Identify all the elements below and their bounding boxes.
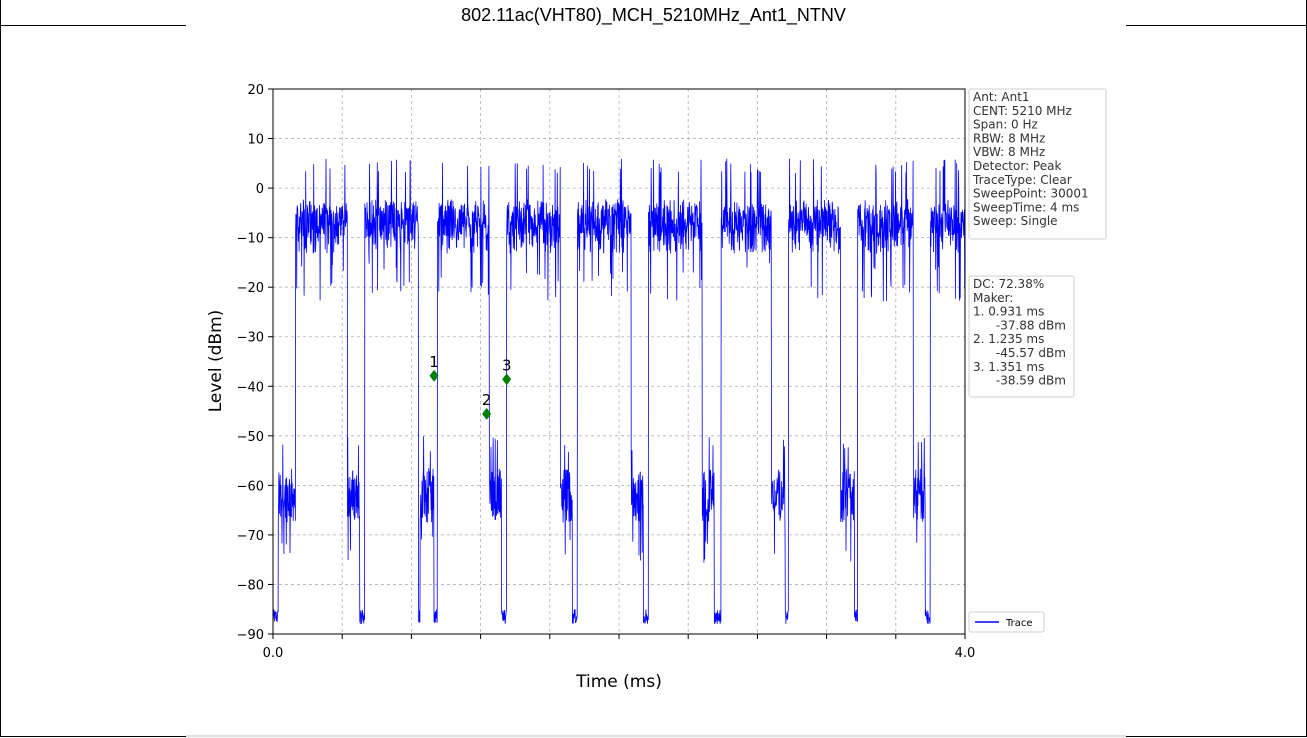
marker-2-diamond xyxy=(482,407,492,420)
y-tick-label: 20 xyxy=(247,83,264,98)
y-axis-label: Level (dBm) xyxy=(206,310,226,413)
y-tick-label: −50 xyxy=(237,430,264,445)
y-tick-label: 10 xyxy=(247,133,264,148)
y-tick-label: −30 xyxy=(237,331,264,346)
marker-box-line: 2. 1.235 ms xyxy=(973,332,1044,346)
marker-3-diamond xyxy=(502,373,512,386)
marker-box-line: Maker: xyxy=(973,291,1013,305)
grid xyxy=(273,89,965,634)
marker-box-line: -37.88 dBm xyxy=(973,318,1066,332)
info-line: CENT: 5210 MHz xyxy=(973,104,1072,118)
y-tick-label: −90 xyxy=(237,628,264,643)
axis-ticks: 20 10 0 −10 −20 −30 −40 −50 −60 −70 −80 −90 0.0 4.0 xyxy=(237,83,976,661)
marker-1-diamond xyxy=(429,369,439,382)
info-line: SweepPoint: 30001 xyxy=(973,187,1089,201)
info-line: Span: 0 Hz xyxy=(973,118,1038,132)
x-axis-label: Time (ms) xyxy=(575,672,662,692)
marker-box-line: DC: 72.38% xyxy=(973,277,1044,291)
info-line: Detector: Peak xyxy=(973,159,1061,173)
info-line: Ant: Ant1 xyxy=(973,90,1030,104)
legend: Trace xyxy=(968,611,1045,633)
trace-series xyxy=(272,158,966,625)
info-line: SweepTime: 4 ms xyxy=(973,200,1079,214)
legend-label: Trace xyxy=(1005,618,1033,629)
top-rule-left xyxy=(0,25,186,26)
y-tick-label: −60 xyxy=(237,479,264,494)
info-line: RBW: 8 MHz xyxy=(973,131,1045,145)
marker-1-label: 1 xyxy=(429,353,439,371)
trace-line xyxy=(272,158,966,625)
info-line: VBW: 8 MHz xyxy=(973,145,1045,159)
x-tick-label: 4.0 xyxy=(955,646,976,661)
marker-3-label: 3 xyxy=(502,356,512,374)
marker-box-line: 3. 1.351 ms xyxy=(973,360,1044,374)
marker-box-line: -45.57 dBm xyxy=(973,346,1066,360)
page-title: 802.11ac(VHT80)_MCH_5210MHz_Ant1_NTNV xyxy=(461,5,846,25)
marker-box-line: 1. 0.931 ms xyxy=(973,305,1044,319)
info-line: TraceType: Clear xyxy=(972,173,1072,187)
x-tick-label: 0.0 xyxy=(263,646,284,661)
top-rule-right xyxy=(1126,25,1307,26)
y-tick-label: −20 xyxy=(237,281,264,296)
marker-2-label: 2 xyxy=(482,391,492,409)
marker-box: DC: 72.38%Maker:1. 0.931 ms -37.88 dBm2.… xyxy=(968,275,1075,398)
marker-box-line: -38.59 dBm xyxy=(973,374,1066,388)
info-line: Sweep: Single xyxy=(973,214,1058,228)
figure-bottom-edge xyxy=(186,735,1126,737)
y-tick-label: −40 xyxy=(237,380,264,395)
y-tick-label: 0 xyxy=(256,182,264,197)
markers: 1 23 xyxy=(429,353,511,420)
y-tick-label: −10 xyxy=(237,232,264,247)
y-tick-label: −80 xyxy=(237,578,264,593)
y-tick-label: −70 xyxy=(237,529,264,544)
